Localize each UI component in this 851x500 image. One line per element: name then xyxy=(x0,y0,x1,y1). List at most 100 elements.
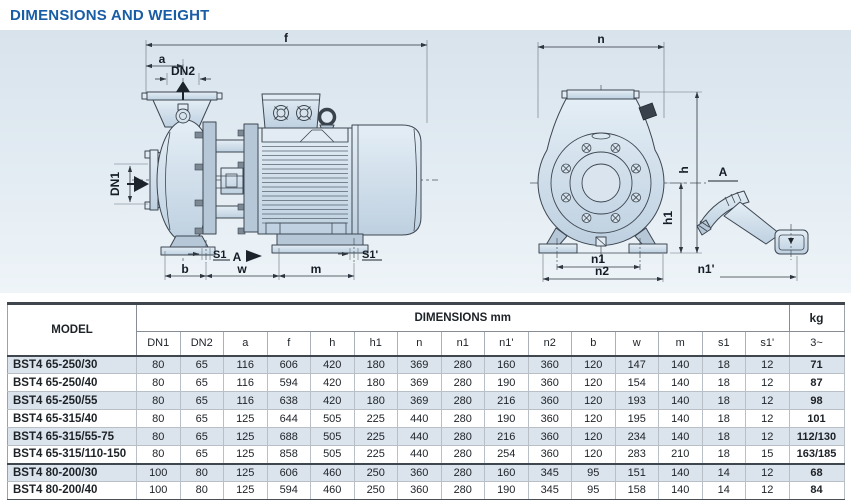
dim-cell: 100 xyxy=(136,462,181,482)
dim-label-n: n xyxy=(597,32,604,46)
dim-label-n1: n1 xyxy=(591,252,605,266)
dim-cell: 440 xyxy=(397,445,442,464)
dim-cell: 18 xyxy=(701,373,746,392)
motor-base-pad xyxy=(271,244,369,254)
foot-leg xyxy=(723,201,781,245)
dim-cell: 360 xyxy=(397,462,442,482)
dim-cell: 369 xyxy=(397,373,442,392)
model-cell: BST4 65-250/40 xyxy=(7,373,137,392)
dim-cell: 95 xyxy=(571,462,616,482)
cable-gland xyxy=(273,105,289,121)
dim-cell: 125 xyxy=(223,427,268,446)
dim-label-n2: n2 xyxy=(595,264,609,278)
dim-cell: 644 xyxy=(266,409,311,428)
dim-column-header: h xyxy=(310,331,355,357)
table-row: BST4 80-200/40 100 80 125 594 460 250 360 280 190… xyxy=(7,481,845,500)
table-row: BST4 65-315/55-75 80 65 125 688 505 225 440 280 2… xyxy=(7,427,845,446)
table-row: BST4 65-250/40 80 65 116 594 420 180 369 280 190 3… xyxy=(7,373,845,392)
header-row-top: MODEL DIMENSIONS mm kg xyxy=(7,303,844,357)
dim-cell: 369 xyxy=(397,391,442,410)
dim-cell: 254 xyxy=(484,445,529,464)
table-row: BST4 65-315/110-150 80 65 125 858 505 225 440 28… xyxy=(7,445,845,464)
dim-cell: 120 xyxy=(571,391,616,410)
dim-cell: 80 xyxy=(136,373,181,392)
kg-column-header: kg xyxy=(788,303,844,332)
pump-foot xyxy=(169,235,209,248)
kg-cell: 101 xyxy=(788,409,845,428)
dim-cell: 280 xyxy=(440,409,485,428)
dim-cell: 147 xyxy=(614,355,659,374)
dim-cell: 225 xyxy=(353,427,398,446)
dim-cell: 125 xyxy=(223,409,268,428)
header-row-sub: DN1 DN2 a f h h1 n n1 n1' n2 b w m s1 s1' 3~ xyxy=(8,331,845,357)
dim-cell: 80 xyxy=(179,481,224,500)
discharge-flange-front xyxy=(566,89,635,100)
model-column-header: MODEL xyxy=(7,303,137,357)
motor-fins xyxy=(262,141,348,224)
dim-cell: 283 xyxy=(614,445,659,464)
dim-cell: 125 xyxy=(223,462,268,482)
model-cell: BST4 80-200/40 xyxy=(7,481,137,500)
table-row: BST4 65-250/55 80 65 116 638 420 180 369 280 216 3… xyxy=(7,391,845,410)
dim-cell: 140 xyxy=(658,373,703,392)
model-cell: BST4 80-200/30 xyxy=(7,462,137,482)
dim-cell: 280 xyxy=(440,445,485,464)
dim-cell: 120 xyxy=(571,445,616,464)
dim-cell: 345 xyxy=(527,462,572,482)
dim-cell: 15 xyxy=(745,445,790,464)
front-foot-pad-left xyxy=(538,243,578,254)
dim-cell: 193 xyxy=(614,391,659,410)
dim-cell: 160 xyxy=(484,355,529,374)
kg-cell: 112/130 xyxy=(788,427,845,446)
dim-cell: 180 xyxy=(353,355,398,374)
dim-cell: 360 xyxy=(527,391,572,410)
dim-cell: 80 xyxy=(136,409,181,428)
dim-cell: 360 xyxy=(527,409,572,428)
kg-subheader: 3~ xyxy=(788,331,845,357)
dim-cell: 80 xyxy=(136,427,181,446)
dim-cell: 858 xyxy=(266,445,311,464)
dimensions-group-header: DIMENSIONS mm xyxy=(136,303,789,332)
model-cell: BST4 65-250/30 xyxy=(7,355,137,374)
dim-cell: 190 xyxy=(484,481,529,500)
pump-foot-pad xyxy=(160,246,216,256)
dim-column-header: DN2 xyxy=(179,331,224,357)
flange-section xyxy=(699,190,750,230)
dim-cell: 80 xyxy=(136,355,181,374)
dim-cell: 18 xyxy=(701,427,746,446)
dim-cell: 154 xyxy=(614,373,659,392)
dim-label-dn1: DN1 xyxy=(108,172,122,196)
dim-cell: 594 xyxy=(266,481,311,500)
vent-plug xyxy=(175,108,191,124)
dim-cell: 65 xyxy=(179,409,224,428)
dim-cell: 158 xyxy=(614,481,659,500)
motor-base xyxy=(276,233,364,247)
flow-arrow-in xyxy=(134,176,149,192)
front-foot-pad-right xyxy=(628,243,668,254)
dim-column-header: h1 xyxy=(353,331,398,357)
dim-cell: 250 xyxy=(353,462,398,482)
dim-cell: 180 xyxy=(353,391,398,410)
dim-cell: 116 xyxy=(223,373,268,392)
dim-label-m: m xyxy=(311,262,322,276)
dim-label-dn2: DN2 xyxy=(171,64,195,78)
dim-label-s1: S1 xyxy=(213,249,226,261)
dim-cell: 140 xyxy=(658,409,703,428)
table-row: BST4 65-250/30 80 65 116 606 420 180 369 280 160 3… xyxy=(7,355,845,374)
dim-cell: 505 xyxy=(310,445,355,464)
dim-cell: 180 xyxy=(353,373,398,392)
dim-cell: 140 xyxy=(658,427,703,446)
dim-column-header: s1 xyxy=(701,331,746,357)
dim-cell: 360 xyxy=(527,427,572,446)
technical-drawings-panel: f a DN2 DN1 b xyxy=(0,30,851,293)
dim-cell: 80 xyxy=(136,391,181,410)
dim-cell: 345 xyxy=(527,481,572,500)
dim-cell: 160 xyxy=(484,462,529,482)
dim-cell: 116 xyxy=(223,391,268,410)
dim-cell: 280 xyxy=(440,481,485,500)
dim-cell: 120 xyxy=(571,373,616,392)
dim-label-h1: h1 xyxy=(661,211,675,225)
dim-cell: 151 xyxy=(614,462,659,482)
dim-cell: 360 xyxy=(397,481,442,500)
